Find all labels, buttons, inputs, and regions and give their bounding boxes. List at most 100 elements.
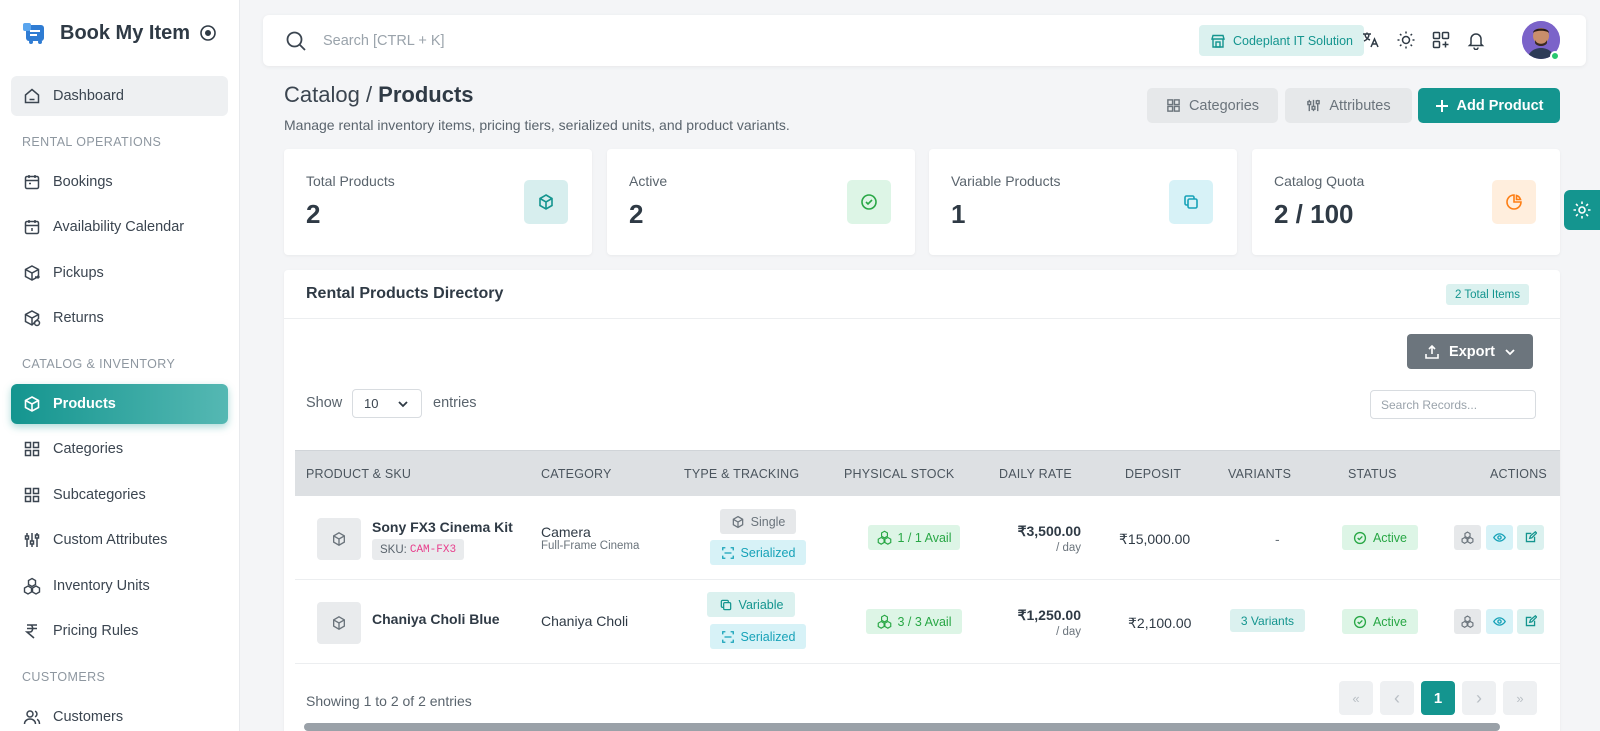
theme-sun-icon[interactable] <box>1395 29 1417 51</box>
inventory-action-button[interactable] <box>1454 609 1481 634</box>
sidebar-item-subcategories[interactable]: Subcategories <box>11 475 228 515</box>
company-badge[interactable]: Codeplant IT Solution <box>1199 25 1364 56</box>
sidebar-item-pickups[interactable]: Pickups <box>11 253 228 293</box>
stat-label: Active <box>629 173 668 189</box>
directory-title: Rental Products Directory <box>306 285 504 302</box>
export-button[interactable]: Export <box>1407 334 1533 369</box>
translate-icon[interactable] <box>1360 29 1382 51</box>
stat-card-variable-products: Variable Products 1 <box>929 149 1237 255</box>
sidebar-item-returns[interactable]: Returns <box>11 298 228 338</box>
page-title: Catalog / Products <box>284 82 474 108</box>
column-header[interactable]: CATEGORY <box>541 467 612 481</box>
column-header[interactable]: TYPE & TRACKING <box>684 467 800 481</box>
horizontal-scrollbar[interactable] <box>304 723 1500 731</box>
customizer-gear-button[interactable] <box>1564 190 1600 230</box>
chevron-down-icon <box>397 398 409 410</box>
eye-icon <box>1493 615 1506 628</box>
scan-icon <box>721 630 735 644</box>
pagination-next[interactable]: › <box>1462 681 1496 715</box>
stock-label: 3 / 3 Avail <box>897 614 952 629</box>
entries-label: entries <box>433 395 477 411</box>
sidebar-item-categories[interactable]: Categories <box>11 429 228 469</box>
package-out-icon <box>23 264 41 282</box>
search-records-input[interactable] <box>1370 390 1536 419</box>
upload-icon <box>1424 344 1440 360</box>
column-header[interactable]: STATUS <box>1348 467 1397 481</box>
apps-grid-icon[interactable] <box>1430 29 1452 51</box>
sidebar-item-label: Pricing Rules <box>53 623 139 639</box>
product-thumbnail <box>317 602 361 644</box>
sidebar-item-products[interactable]: Products <box>11 383 228 424</box>
column-header[interactable]: DAILY RATE <box>999 467 1072 481</box>
add-product-button[interactable]: Add Product <box>1418 88 1560 123</box>
stat-card-active: Active 2 <box>607 149 915 255</box>
table-row[interactable]: Chaniya Choli Blue Chaniya Choli Variabl… <box>295 580 1560 664</box>
sidebar-item-label: Customers <box>53 708 124 725</box>
daily-rate-cell: ₹3,500.00 / day <box>991 523 1081 554</box>
boxes-icon <box>23 577 41 595</box>
search-icon <box>285 30 307 52</box>
bell-icon[interactable] <box>1465 29 1487 51</box>
column-header[interactable]: DEPOSIT <box>1125 467 1182 481</box>
variants-badge[interactable]: 3 Variants <box>1230 609 1305 632</box>
product-name[interactable]: Chaniya Choli Blue <box>372 611 500 627</box>
global-search-input[interactable] <box>323 32 923 49</box>
column-header[interactable]: PRODUCT & SKU <box>306 467 412 481</box>
page-size-value: 10 <box>364 396 379 411</box>
sidebar-item-pricing-rules[interactable]: Pricing Rules <box>11 611 228 651</box>
cube-icon <box>23 395 41 413</box>
pagination-prev[interactable]: ‹ <box>1380 681 1414 715</box>
product-name[interactable]: Sony FX3 Cinema Kit <box>372 519 513 535</box>
page-size-select[interactable]: 10 <box>352 389 422 418</box>
stat-card-total-products: Total Products 2 <box>284 149 592 255</box>
sku-badge: SKU: CAM-FX3 <box>372 539 465 560</box>
edit-button[interactable] <box>1517 525 1544 550</box>
sidebar-item-inventory-units[interactable]: Inventory Units <box>11 566 228 606</box>
inventory-action-button[interactable] <box>1454 525 1481 550</box>
brand: Book My Item <box>0 0 239 66</box>
sidebar-section-title: RENTAL OPERATIONS <box>22 134 162 149</box>
avatar[interactable] <box>1522 21 1560 59</box>
category-cell: Camera Full-Frame Cinema <box>541 524 639 552</box>
rupee-icon <box>23 622 41 640</box>
sidebar-item-custom-attributes[interactable]: Custom Attributes <box>11 520 228 560</box>
daily-rate-cell: ₹1,250.00 / day <box>991 607 1081 638</box>
home-icon <box>23 87 41 105</box>
column-header[interactable]: VARIANTS <box>1228 467 1292 481</box>
sidebar-item-customers[interactable]: Customers <box>11 697 228 731</box>
tracking-badge: Serialized <box>710 624 806 649</box>
sidebar-section-title: CUSTOMERS <box>22 669 106 684</box>
package-return-icon <box>23 309 41 327</box>
calendar-icon <box>23 173 41 191</box>
type-badge: Variable <box>707 592 795 617</box>
pagination-first[interactable]: « <box>1339 681 1373 715</box>
calendar-clock-icon <box>23 218 41 236</box>
sidebar-item-label: Subcategories <box>53 486 146 503</box>
deposit-cell: ₹2,100.00 <box>1128 615 1192 631</box>
view-button[interactable] <box>1486 609 1513 634</box>
sidebar-item-dashboard[interactable]: Dashboard <box>11 76 228 116</box>
category-name: Camera <box>541 524 591 540</box>
collapse-toggle-icon[interactable] <box>199 24 217 42</box>
status-badge: Active <box>1342 525 1418 550</box>
boxes-icon <box>1461 615 1474 628</box>
pagination-page-1[interactable]: 1 <box>1421 681 1455 715</box>
type-label: Single <box>750 514 786 529</box>
categories-button[interactable]: Categories <box>1147 88 1278 123</box>
daily-rate: ₹3,500.00 <box>1017 523 1081 539</box>
attributes-button[interactable]: Attributes <box>1285 88 1412 123</box>
pagination-last[interactable]: » <box>1503 681 1537 715</box>
tracking-label: Serialized <box>740 545 796 560</box>
edit-button[interactable] <box>1517 609 1544 634</box>
stat-label: Total Products <box>306 173 395 189</box>
brand-name: Book My Item <box>60 21 191 44</box>
column-header[interactable]: PHYSICAL STOCK <box>844 467 955 481</box>
subcategory-name: Full-Frame Cinema <box>541 540 640 552</box>
view-button[interactable] <box>1486 525 1513 550</box>
users-icon <box>23 708 41 726</box>
top-bar: Codeplant IT Solution <box>263 15 1586 66</box>
table-row[interactable]: Sony FX3 Cinema Kit SKU: CAM-FX3 Camera F… <box>295 496 1560 580</box>
sidebar-item-availability-calendar[interactable]: Availability Calendar <box>11 207 228 247</box>
show-label: Show <box>306 395 343 411</box>
sidebar-item-bookings[interactable]: Bookings <box>11 162 228 202</box>
